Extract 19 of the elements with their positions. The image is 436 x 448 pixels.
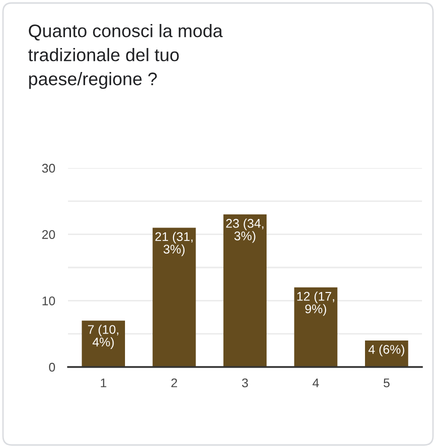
data-label: 21 (31,3%)	[155, 232, 193, 256]
chart-title: Quanto conosci la moda tradizionale del tuo paese/regione ?	[28, 24, 223, 89]
x-tick-label: 2	[171, 378, 178, 388]
x-tick-label: 3	[242, 378, 248, 388]
data-label: 23 (34,3%)	[226, 218, 264, 243]
data-label: 4 (6%)	[368, 344, 404, 356]
data-label: 12 (17,9%)	[297, 292, 334, 316]
data-label: 7 (10,4%)	[88, 324, 118, 349]
y-tick-label: 0	[49, 362, 56, 372]
y-tick-label: 10	[42, 296, 56, 306]
bar	[223, 214, 267, 367]
x-tick-label: 4	[312, 378, 319, 388]
x-tick-label: 1	[100, 378, 106, 388]
y-tick-label: 30	[42, 164, 56, 173]
bar	[82, 320, 125, 367]
x-tick-label: 5	[384, 378, 390, 388]
y-tick-label: 20	[42, 230, 56, 239]
bar	[294, 287, 338, 367]
bar	[152, 228, 196, 367]
